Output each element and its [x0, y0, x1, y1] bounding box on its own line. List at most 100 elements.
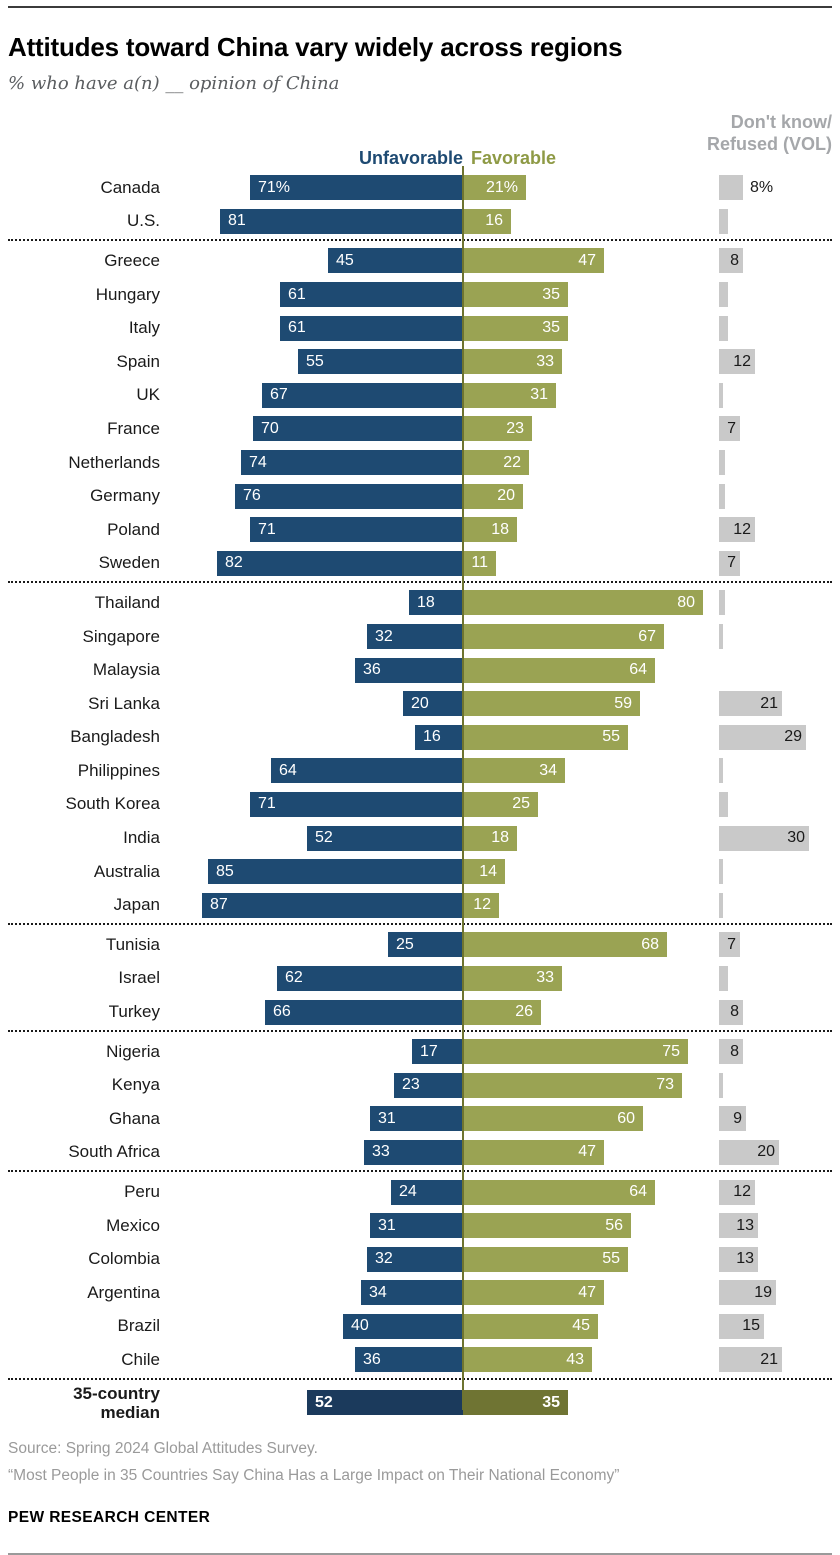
dk-value: 13 [736, 1250, 754, 1268]
chart-row-us: U.S. 81 16 [8, 205, 832, 239]
dk-bar [719, 282, 728, 308]
dk-value: 12 [733, 520, 751, 538]
dk-bar [719, 965, 728, 991]
country-label: UK [136, 385, 160, 405]
favorable-bar: 67 [463, 624, 664, 650]
favorable-value: 33 [536, 352, 554, 370]
favorable-value: 64 [629, 1183, 647, 1201]
unfavorable-bar: 20 [403, 691, 463, 717]
favorable-bar: 68 [463, 932, 667, 958]
group-separator [8, 923, 832, 928]
dk-bar [719, 1072, 723, 1098]
favorable-bar: 59 [463, 691, 640, 717]
favorable-bar: 33 [463, 965, 562, 991]
chart-row-india: India 52 18 30 [8, 821, 832, 855]
favorable-value: 47 [578, 1143, 596, 1161]
column-headers: Unfavorable Favorable Don't know/ Refuse… [8, 109, 832, 171]
unfavorable-value: 67 [270, 386, 288, 404]
chart-row-australia: Australia 85 14 [8, 855, 832, 889]
dk-bar [719, 208, 728, 234]
country-label: Spain [116, 351, 160, 371]
favorable-bar: 35 [463, 315, 568, 341]
unfavorable-bar: 71 [250, 791, 463, 817]
favorable-value: 18 [491, 520, 509, 538]
favorable-value: 23 [506, 419, 524, 437]
favorable-bar: 14 [463, 859, 505, 885]
chart-row-ghana: Ghana 31 60 9 [8, 1102, 832, 1136]
unfavorable-bar: 74 [241, 450, 463, 476]
dk-bar: 7 [719, 416, 740, 442]
unfavorable-bar: 52 [307, 825, 463, 851]
favorable-legend-label: Favorable [471, 148, 557, 168]
favorable-value: 35 [542, 319, 560, 337]
country-label: Tunisia [105, 934, 160, 954]
dk-value: 20 [757, 1143, 775, 1161]
unfavorable-value: 36 [363, 1350, 381, 1368]
country-label: U.S. [126, 211, 160, 231]
favorable-value: 34 [539, 761, 557, 779]
country-label: Malaysia [92, 660, 160, 680]
favorable-bar: 56 [463, 1213, 631, 1239]
group-separator [8, 1029, 832, 1035]
favorable-bar: 34 [463, 758, 565, 784]
country-label: Turkey [108, 1002, 160, 1022]
chart-row-mexico: Mexico 31 56 13 [8, 1209, 832, 1243]
country-label: India [123, 828, 160, 848]
chart-row-colombia: Colombia 32 55 13 [8, 1242, 832, 1276]
dk-bar [719, 175, 743, 201]
favorable-bar: 35 [463, 282, 568, 308]
favorable-value: 47 [578, 1283, 596, 1301]
favorable-value: 45 [572, 1317, 590, 1335]
favorable-bar: 47 [463, 1280, 604, 1306]
unfavorable-value: 82 [225, 554, 243, 572]
favorable-value: 12 [473, 896, 491, 914]
country-label: South Africa [68, 1142, 160, 1162]
chart-rows: Canada 71% 21% 8% U.S. 81 16 Greece 45 47 8 Hungary… [8, 166, 832, 1423]
favorable-value: 55 [602, 728, 620, 746]
favorable-value: 59 [614, 694, 632, 712]
chart-row-spain: Spain 55 33 12 [8, 345, 832, 379]
dk-bar [719, 382, 723, 408]
unfavorable-value: 87 [210, 896, 228, 914]
unfavorable-legend-label: Unfavorable [358, 148, 463, 168]
favorable-value: 22 [503, 453, 521, 471]
favorable-bar: 60 [463, 1106, 643, 1132]
dk-value: 12 [733, 352, 751, 370]
chart-row-south-korea: South Korea 71 25 [8, 788, 832, 822]
favorable-value: 47 [578, 251, 596, 269]
unfavorable-value: 76 [243, 487, 261, 505]
chart-row-peru: Peru 24 64 12 [8, 1175, 832, 1209]
chart-row-greece: Greece 45 47 8 [8, 244, 832, 278]
favorable-bar: 31 [463, 382, 556, 408]
unfavorable-value: 33 [372, 1143, 390, 1161]
unfavorable-value: 40 [351, 1317, 369, 1335]
unfavorable-value: 64 [279, 761, 297, 779]
dk-value: 8 [730, 1042, 739, 1060]
favorable-value: 67 [638, 627, 656, 645]
unfavorable-value: 74 [249, 453, 267, 471]
report-title-note: “Most People in 35 Countries Say China H… [8, 1466, 620, 1484]
country-label: Peru [124, 1182, 160, 1202]
unfavorable-bar: 36 [355, 1347, 463, 1373]
dk-bar [719, 483, 725, 509]
chart-row-kenya: Kenya 23 73 [8, 1068, 832, 1102]
country-label: Chile [121, 1349, 160, 1369]
chart-row-canada: Canada 71% 21% 8% [8, 171, 832, 205]
dk-legend-label: Don't know/ Refused (VOL) [707, 111, 832, 155]
favorable-bar: 25 [463, 791, 538, 817]
dk-legend-line1: Don't know/ [730, 112, 832, 132]
country-label: Argentina [87, 1282, 160, 1302]
chart-row-sri-lanka: Sri Lanka 20 59 21 [8, 687, 832, 721]
favorable-bar: 23 [463, 416, 532, 442]
dk-value: 13 [736, 1216, 754, 1234]
unfavorable-value: 85 [216, 862, 234, 880]
country-label: Netherlands [68, 452, 160, 472]
favorable-value: 80 [677, 593, 695, 611]
favorable-value: 56 [605, 1216, 623, 1234]
chart-subtitle: % who have a(n) __ opinion of China [8, 73, 340, 94]
favorable-bar: 18 [463, 517, 517, 543]
dk-value: 21 [760, 1350, 778, 1368]
favorable-bar: 73 [463, 1072, 682, 1098]
chart-row-chile: Chile 36 43 21 [8, 1343, 832, 1377]
unfavorable-bar: 16 [415, 724, 463, 750]
